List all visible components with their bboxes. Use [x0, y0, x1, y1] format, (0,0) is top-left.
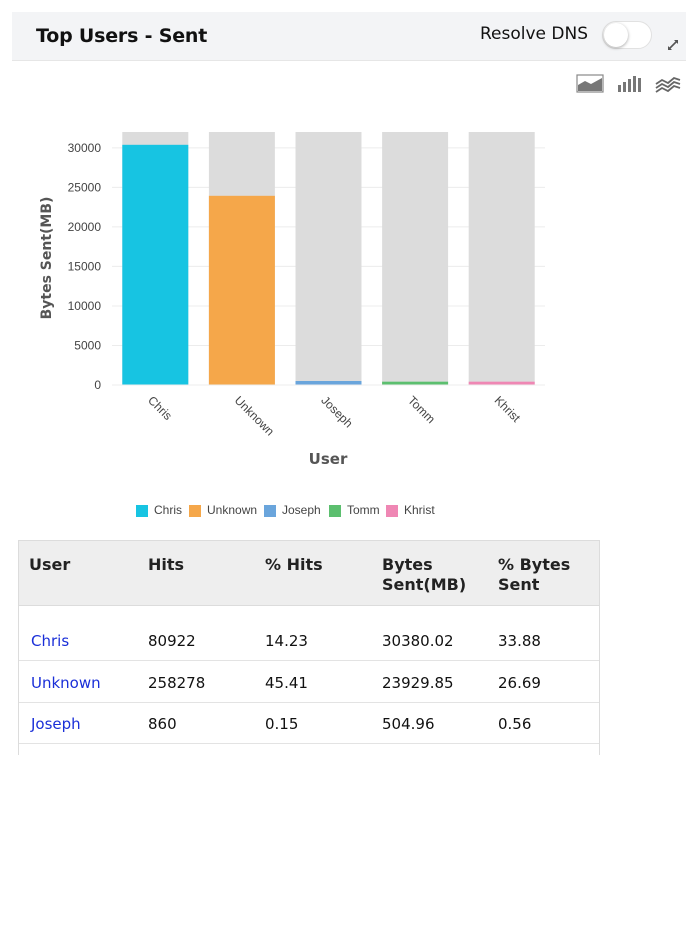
panel-title: Top Users - Sent [36, 25, 208, 47]
bar-joseph[interactable] [295, 381, 362, 385]
legend-label: Chris [154, 503, 183, 517]
y-tick-label: 5000 [74, 338, 101, 352]
expand-icon[interactable] [667, 39, 679, 51]
table-row: Chris 80922 14.23 30380.02 33.88 [19, 620, 599, 661]
y-tick-label: 20000 [68, 220, 102, 234]
chart-svg: 0 5000 10000 15000 20000 25000 30000 Chris Unkno… [39, 132, 545, 468]
x-axis-title: User [309, 450, 348, 468]
bar-chris[interactable] [122, 144, 189, 385]
cell-hits: 258278 [148, 674, 206, 692]
bar-unknown[interactable] [208, 195, 275, 385]
bar-chart-icon[interactable] [616, 72, 644, 94]
col-header-pct-bytes-sent[interactable]: % Bytes Sent [498, 555, 571, 594]
table-header: User Hits % Hits Bytes Sent(MB) % Bytes … [19, 540, 599, 606]
x-tick-label: Joseph [318, 393, 355, 430]
table-row: Unknown 258278 45.41 23929.85 26.69 [19, 662, 599, 703]
y-tick-label: 10000 [68, 299, 102, 313]
resolve-dns-label: Resolve DNS [480, 24, 589, 44]
y-axis-title: Bytes Sent(MB) [39, 197, 55, 320]
cell-pct-bytes-sent: 33.88 [498, 632, 541, 650]
x-tick-label: Chris [145, 393, 175, 423]
table-row: Joseph 860 0.15 504.96 0.56 [19, 703, 599, 744]
user-link[interactable]: Chris [31, 632, 70, 650]
bar-chart: 0 5000 10000 15000 20000 25000 30000 Chris Unkno… [0, 110, 698, 530]
legend-label: Khrist [404, 503, 435, 517]
legend-swatch [329, 505, 341, 517]
col-header-user[interactable]: User [29, 555, 71, 574]
cell-pct-bytes-sent: 26.69 [498, 674, 541, 692]
cell-hits: 80922 [148, 632, 196, 650]
cell-pct-hits: 0.15 [265, 715, 299, 733]
legend-swatch [264, 505, 276, 517]
col-header-hits[interactable]: Hits [148, 555, 185, 574]
bar-khrist[interactable] [468, 381, 535, 385]
line-chart-icon[interactable] [654, 72, 682, 94]
y-tick-label: 30000 [68, 141, 102, 155]
users-table: User Hits % Hits Bytes Sent(MB) % Bytes … [18, 540, 600, 755]
bar-background [382, 132, 449, 385]
user-link[interactable]: Unknown [31, 674, 101, 692]
cell-bytes-sent: 504.96 [382, 715, 435, 733]
cell-bytes-sent: 30380.02 [382, 632, 454, 650]
bar-background [468, 132, 535, 385]
legend-swatch [386, 505, 398, 517]
chart-type-switcher [576, 72, 686, 96]
panel-header: Top Users - Sent Resolve DNS [12, 12, 686, 61]
legend-swatch [136, 505, 148, 517]
toggle-knob [604, 23, 628, 47]
cell-pct-bytes-sent: 0.56 [498, 715, 532, 733]
y-tick-label: 0 [94, 378, 101, 392]
legend-label: Joseph [282, 503, 321, 517]
x-tick-label: Khrist [492, 393, 524, 425]
area-chart-icon[interactable] [576, 72, 604, 94]
col-header-bytes-sent[interactable]: Bytes Sent(MB) [382, 555, 467, 594]
y-tick-label: 25000 [68, 180, 102, 194]
bar-background [295, 132, 362, 385]
y-tick-label: 15000 [68, 259, 102, 273]
bar-tomm[interactable] [382, 381, 449, 385]
col-header-pct-hits[interactable]: % Hits [265, 555, 323, 574]
cell-hits: 860 [148, 715, 177, 733]
legend-label: Tomm [347, 503, 380, 517]
cell-pct-hits: 14.23 [265, 632, 308, 650]
resolve-dns-toggle[interactable] [602, 21, 652, 49]
legend-label: Unknown [207, 503, 258, 517]
cell-bytes-sent: 23929.85 [382, 674, 454, 692]
legend-swatch [189, 505, 201, 517]
x-tick-label: Unknown [232, 393, 277, 438]
cell-pct-hits: 45.41 [265, 674, 308, 692]
user-link[interactable]: Joseph [31, 715, 81, 733]
x-tick-label: Tomm [405, 393, 438, 426]
